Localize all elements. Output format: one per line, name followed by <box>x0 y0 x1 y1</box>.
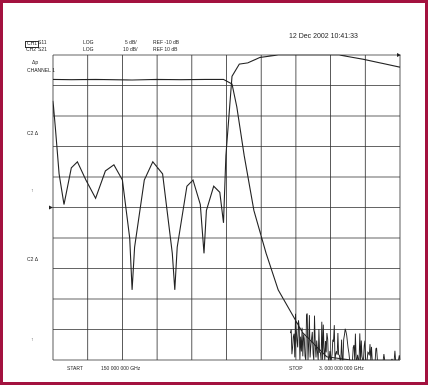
series-noise-s21 <box>289 313 401 361</box>
channel2-param: S21 <box>38 47 47 53</box>
series-line-s21 <box>52 78 400 361</box>
stop-label: STOP <box>289 366 303 372</box>
start-label: START <box>67 366 83 372</box>
reference-marker-right <box>397 53 401 57</box>
channel1-param: S11 <box>38 40 47 46</box>
channel1-ref: REF -10 dB <box>153 40 180 46</box>
side-marker-2: ↑ <box>31 188 34 194</box>
channel-label: CHANNEL 1 <box>27 68 55 74</box>
channel2-scale: 10 dB/ <box>123 47 138 53</box>
channel1-format: LOG <box>83 40 94 46</box>
stop-value: 3. 000 000 000 GHz <box>319 366 364 372</box>
channel1-id: CH1 <box>25 41 40 48</box>
series-line-s11 <box>52 54 401 290</box>
channel2-format: LOG <box>83 47 94 53</box>
timestamp-label: 12 Dec 2002 10:41:33 <box>289 33 358 40</box>
chart-plot <box>49 53 401 361</box>
marker-label: Δp <box>32 60 39 66</box>
side-marker-4: ↑ <box>31 337 34 343</box>
reference-marker-left <box>49 205 53 210</box>
start-value: 150 000 000 GHz <box>101 366 141 372</box>
channel2-id: CH2 <box>26 47 37 53</box>
side-marker-1: C2 Δ <box>27 131 39 137</box>
side-marker-3: C2 Δ <box>27 257 39 263</box>
channel2-ref: REF 10 dB <box>153 47 178 53</box>
channel1-scale: 5 dB/ <box>125 40 137 46</box>
